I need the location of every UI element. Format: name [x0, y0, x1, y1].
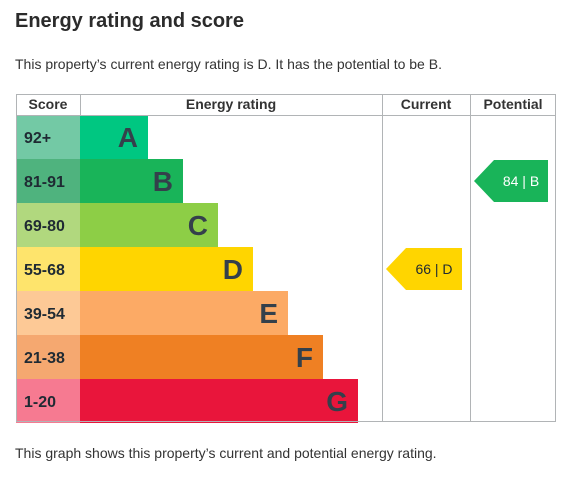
score-cell — [16, 115, 80, 159]
score-cell — [16, 335, 80, 379]
rating-letter: B — [153, 166, 173, 197]
score-label: 1-20 — [24, 394, 56, 411]
score-cell — [16, 203, 80, 247]
score-label: 81-91 — [24, 174, 65, 191]
footer-text: This graph shows this property’s current… — [15, 445, 437, 461]
potential-marker: 84 | B — [474, 160, 548, 202]
band-f: 21-38 F — [16, 335, 323, 379]
rating-letter: E — [259, 298, 278, 329]
header-layer: Score Energy rating Current Potential — [29, 96, 543, 112]
rating-letter: D — [223, 254, 243, 285]
score-label: 55-68 — [24, 262, 65, 279]
current-marker-label: 66 | D — [415, 261, 452, 277]
marker-layer: 66 | D 84 | B — [386, 160, 548, 290]
band-e: 39-54 E — [16, 291, 288, 335]
rating-letter: A — [118, 122, 138, 153]
header-energy-rating: Energy rating — [186, 96, 276, 112]
score-cell — [16, 291, 80, 335]
grid-layer — [16, 94, 556, 422]
rating-bar — [80, 203, 218, 247]
rating-bar — [80, 115, 148, 159]
rating-bar — [80, 335, 323, 379]
bands-layer: 92+ A 81-91 B 69-80 C 55-68 D 39-54 E 21-38 F 1-20 G — [16, 115, 358, 423]
score-cell — [16, 379, 80, 423]
score-cell — [16, 159, 80, 203]
header-score: Score — [29, 96, 68, 112]
potential-marker-arrow — [474, 160, 548, 202]
rating-letter: C — [188, 210, 208, 241]
score-cell — [16, 247, 80, 291]
band-b: 81-91 B — [16, 159, 183, 203]
energy-rating-chart: 92+ A81-91 B69-80 C55-68 D39-54 E21-38 F1-20 G … — [16, 94, 556, 423]
band-c: 69-80 C — [16, 203, 218, 247]
score-label: 92+ — [24, 130, 51, 147]
rating-letter: G — [326, 386, 348, 417]
score-label: 21-38 — [24, 350, 65, 367]
rating-bar — [80, 379, 358, 423]
header-potential: Potential — [483, 96, 542, 112]
rating-bar — [80, 159, 183, 203]
rating-bar — [80, 247, 253, 291]
page-title: Energy rating and score — [15, 10, 244, 32]
score-label: 69-80 — [24, 218, 65, 235]
potential-marker-label: 84 | B — [503, 173, 539, 189]
score-label: 39-54 — [24, 306, 65, 323]
chart-border — [16, 94, 556, 422]
band-g: 1-20 G — [16, 379, 358, 423]
band-a: 92+ A — [16, 115, 148, 159]
current-marker-arrow — [386, 248, 462, 290]
intro-text: This property’s current energy rating is… — [15, 56, 442, 72]
band-d: 55-68 D — [16, 247, 253, 291]
current-marker: 66 | D — [386, 248, 462, 290]
header-current: Current — [401, 96, 452, 112]
rating-bar — [80, 291, 288, 335]
rating-letter: F — [296, 342, 313, 373]
